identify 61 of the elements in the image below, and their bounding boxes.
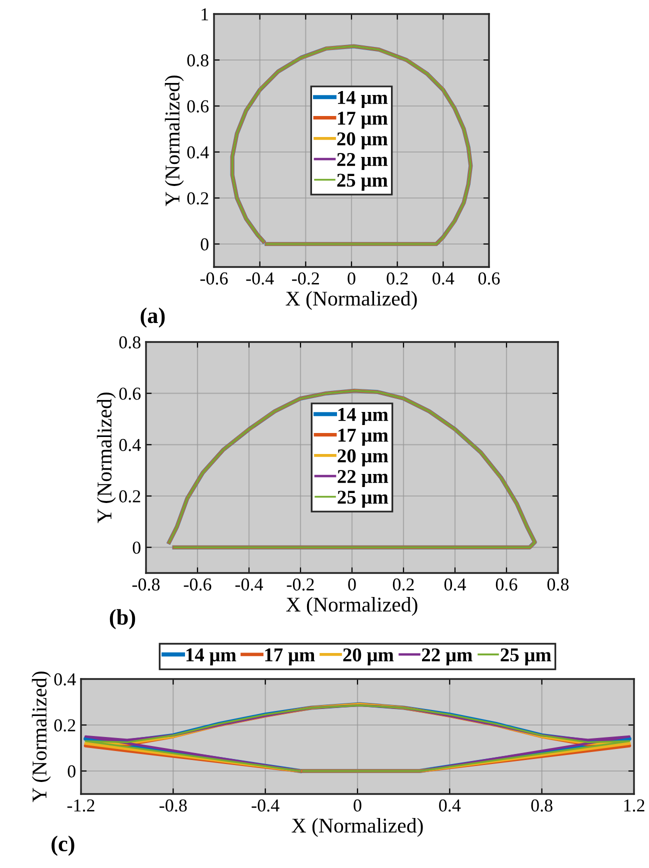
text: (c) xyxy=(52,836,74,856)
x-tick-label: -1.2 xyxy=(67,799,94,812)
x-tick-label: -0.4 xyxy=(252,799,280,812)
x-tick-label: -0.6 xyxy=(200,272,228,285)
y-tick-label: 0.6 xyxy=(119,388,141,400)
y-tick-label: 0.6 xyxy=(187,100,209,113)
x-tick-label: -0.2 xyxy=(286,578,314,591)
y-axis-title: Y (Normalized) xyxy=(96,392,116,524)
legend-label: 17 μm xyxy=(265,648,315,666)
x-tick-label: -0.8 xyxy=(132,578,160,591)
y-axis-title: Y (Normalized) xyxy=(164,76,184,206)
legend-label: 14 μm xyxy=(186,648,236,666)
legend-label: 20 μm xyxy=(338,449,388,466)
x-tick-label: 0.4 xyxy=(439,799,461,812)
legend-label: 25 μm xyxy=(500,648,552,666)
y-tick-label: 0.2 xyxy=(187,192,208,205)
x-tick-label: -0.8 xyxy=(160,799,187,812)
x-tick-label: -0.4 xyxy=(235,578,264,591)
legend-label: 22 μm xyxy=(338,470,388,488)
legend-label: 17 μm xyxy=(338,112,388,129)
y-tick-label: 0.8 xyxy=(187,54,208,67)
y-tick-label: 0 xyxy=(200,238,208,250)
y-axis-title: Y (Normalized) xyxy=(32,672,51,802)
legend-label: 20 μm xyxy=(337,132,388,150)
legend-label: 25 μm xyxy=(338,490,388,508)
x-tick-label: 0.6 xyxy=(478,272,500,285)
y-tick-label: 0 xyxy=(68,765,76,778)
x-axis-title: X (Normalized) xyxy=(286,291,417,310)
y-tick-label: 0.4 xyxy=(187,146,209,159)
x-axis-title: X (Normalized) xyxy=(286,597,418,616)
y-tick-label: 0.8 xyxy=(119,336,140,349)
y-tick-label: 0.2 xyxy=(119,490,140,503)
x-tick-label: 0 xyxy=(348,272,356,285)
x-tick-label: 0.4 xyxy=(432,272,454,285)
x-tick-label: 0 xyxy=(348,578,356,591)
y-tick-label: 0.4 xyxy=(54,673,76,686)
legend-label: 22 μm xyxy=(422,648,472,666)
legend-label: 14 μm xyxy=(338,408,388,426)
text: (b) xyxy=(110,609,136,630)
x-tick-label: 1.2 xyxy=(624,799,644,812)
x-tick-label: 0.4 xyxy=(444,578,466,591)
x-tick-label: 0.6 xyxy=(496,578,518,591)
text: (a) xyxy=(140,308,165,328)
legend-label: 17 μm xyxy=(338,428,388,446)
x-tick-label: 0.2 xyxy=(392,578,414,591)
legend-label: 20 μm xyxy=(343,648,394,666)
y-tick-label: 0 xyxy=(132,542,140,554)
x-tick-label: 0 xyxy=(354,799,362,812)
x-tick-label: 0.8 xyxy=(531,799,552,812)
legend-label: 25 μm xyxy=(337,174,388,191)
legend-label: 22 μm xyxy=(337,153,388,170)
x-tick-label: -0.4 xyxy=(246,272,274,285)
y-tick-label: 1 xyxy=(202,8,208,20)
x-axis-title: X (Normalized) xyxy=(292,818,423,837)
x-tick-label: -0.2 xyxy=(292,272,319,285)
x-tick-label: 0.2 xyxy=(386,272,408,285)
y-tick-label: 0.4 xyxy=(119,438,141,452)
x-tick-label: 0.8 xyxy=(547,578,569,591)
legend-label: 14 μm xyxy=(338,91,388,108)
x-tick-label: -0.6 xyxy=(184,578,212,591)
y-tick-label: 0.2 xyxy=(54,719,76,732)
